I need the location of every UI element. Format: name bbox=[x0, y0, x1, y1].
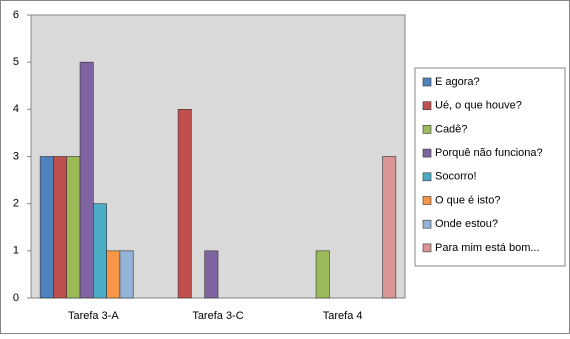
bar bbox=[382, 156, 397, 299]
legend-label: Cadê? bbox=[435, 123, 467, 135]
legend-swatch bbox=[422, 243, 432, 253]
y-tick-label: 2 bbox=[13, 198, 19, 210]
y-tick-label: 1 bbox=[13, 245, 19, 257]
legend-swatch bbox=[422, 148, 432, 158]
bar bbox=[119, 250, 134, 299]
x-tick-label: Tarefa 3-C bbox=[192, 310, 243, 322]
legend-swatch bbox=[422, 101, 432, 110]
legend-label: Porquê não funciona? bbox=[435, 147, 543, 159]
x-tick-label: Tarefa 3-A bbox=[68, 310, 119, 322]
x-tick-label: Tarefa 4 bbox=[323, 310, 363, 322]
y-tick-label: 4 bbox=[13, 103, 19, 115]
bar bbox=[204, 250, 219, 299]
bar bbox=[315, 250, 330, 299]
legend-swatch bbox=[422, 77, 432, 87]
legend-label: Socorro! bbox=[435, 171, 477, 183]
legend-label: Onde estou? bbox=[435, 218, 498, 230]
y-tick-label: 0 bbox=[13, 292, 19, 304]
legend-label: O que é isto? bbox=[435, 194, 500, 206]
bar bbox=[66, 156, 81, 299]
bar bbox=[106, 250, 121, 299]
legend-label: Para mim está bom... bbox=[435, 242, 540, 254]
bar bbox=[39, 156, 54, 299]
legend-swatch bbox=[422, 219, 432, 229]
bar bbox=[93, 203, 107, 299]
legend-swatch bbox=[422, 125, 432, 134]
bar bbox=[177, 109, 192, 299]
bar bbox=[53, 156, 68, 299]
y-tick-label: 6 bbox=[13, 9, 19, 21]
bar bbox=[79, 61, 94, 299]
legend-swatch bbox=[422, 196, 432, 205]
y-tick-label: 3 bbox=[13, 150, 19, 162]
y-tick-label: 5 bbox=[13, 56, 19, 68]
legend-box bbox=[414, 67, 566, 267]
legend-label: E agora? bbox=[435, 76, 480, 88]
legend-label: Ué, o que houve? bbox=[435, 100, 522, 112]
legend-swatch bbox=[422, 172, 432, 182]
